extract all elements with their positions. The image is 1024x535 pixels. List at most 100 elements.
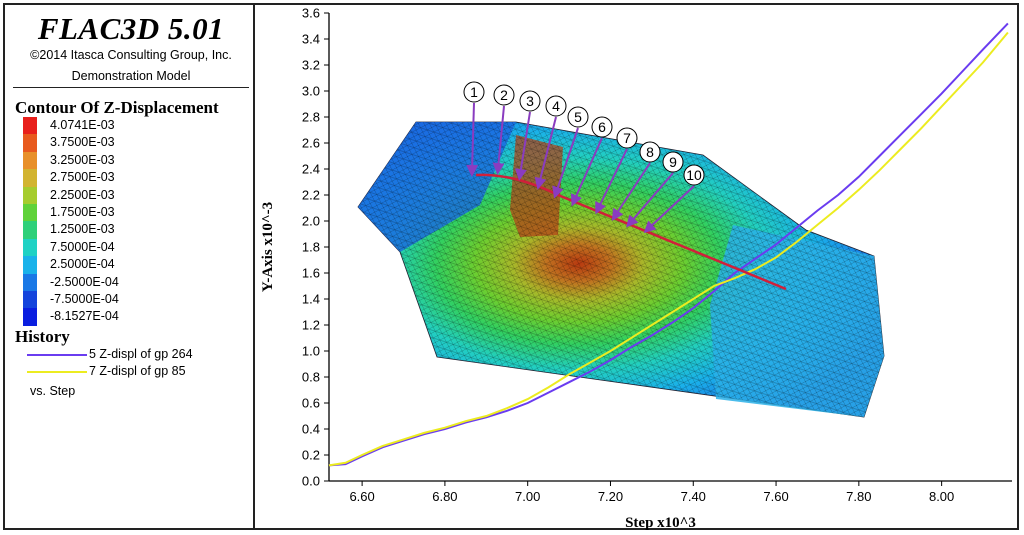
contour-legend-row: 3.7500E-03 <box>23 134 249 152</box>
figure-frame <box>3 3 1019 530</box>
y-tick-label: 1.6 <box>302 266 320 281</box>
legend-separator <box>13 87 249 88</box>
callout-label: 1 <box>470 84 478 100</box>
history-title: History <box>15 327 70 346</box>
section-callouts: 1 2 3 456 789 10 <box>463 81 787 291</box>
contour-color-swatch <box>23 238 37 257</box>
y-tick-label: 0.4 <box>302 422 320 437</box>
callout-circle <box>683 164 705 186</box>
y-tick-label: 1.0 <box>302 344 320 359</box>
contour-legend-row: -7.5000E-04 <box>23 291 249 309</box>
y-tick-label: 3.0 <box>302 84 320 99</box>
y-tick-label: 0.6 <box>302 396 320 411</box>
contour-legend-row: 7.5000E-04 <box>23 238 249 257</box>
y-tick-label: 3.6 <box>302 6 320 21</box>
x-tick-label: 7.00 <box>515 489 540 504</box>
callout-label: 9 <box>669 154 677 170</box>
contour-level-label: 3.7500E-03 <box>50 135 115 150</box>
contour-level-label: 7.5000E-04 <box>50 239 115 254</box>
callout-circle <box>591 116 613 138</box>
contour-legend-row: 2.2500E-03 <box>23 186 249 204</box>
model-mesh <box>358 122 884 417</box>
history-vs-label: vs. Step <box>30 384 76 398</box>
callout-arrow <box>626 172 674 228</box>
callout-arrow <box>552 127 579 199</box>
chart-axes: 0.0 0.2 0.4 0.6 0.8 1.0 1.2 1.4 1.6 1.8 2.0 2.2 2.4 2… <box>260 6 1012 531</box>
contour-color-swatch <box>23 256 37 274</box>
callout-arrow <box>611 162 651 222</box>
contour-legend-row: -2.5000E-04 <box>23 273 249 291</box>
plot-area: 0.0 0.2 0.4 0.6 0.8 1.0 1.2 1.4 1.6 1.8 2.0 2.2 2.4 2… <box>258 5 1018 531</box>
callout-circle <box>545 95 567 117</box>
contour-level-label: 2.7500E-03 <box>50 170 115 185</box>
y-tick-label: 0.8 <box>302 370 320 385</box>
model-name: Demonstration Model <box>71 69 191 83</box>
y-tick-label: 1.8 <box>302 240 320 255</box>
y-tick-label: 2.8 <box>302 110 320 125</box>
callout-label: 6 <box>598 119 606 135</box>
contour-level-label: -7.5000E-04 <box>50 292 119 306</box>
callout-label: 8 <box>646 144 654 160</box>
contour-color-swatch <box>23 117 37 135</box>
contour-color-swatch <box>23 291 37 309</box>
callout-label: 10 <box>686 167 702 183</box>
contour-title: Contour Of Z-Displacement <box>15 98 219 117</box>
callout-arrow <box>643 185 695 234</box>
callout-circle <box>519 90 541 112</box>
contour-legend-row: -8.1527E-04 <box>23 308 249 326</box>
x-tick-label: 7.40 <box>681 489 706 504</box>
y-tick-label: 0.2 <box>302 448 320 463</box>
callout-circle <box>616 127 638 149</box>
contour-level-label: 4.0741E-03 <box>50 118 115 132</box>
contour-color-swatch <box>23 134 37 152</box>
callout-circle <box>493 84 515 106</box>
y-axis-title: Y-Axis x10^-3 <box>260 202 276 292</box>
contour-legend-row: 1.2500E-03 <box>23 221 249 239</box>
contour-color-swatch <box>23 186 37 204</box>
contour-color-swatch <box>23 221 37 239</box>
contour-color-swatch <box>23 169 37 187</box>
contour-legend-row: 2.5000E-04 <box>23 256 249 274</box>
callout-label: 7 <box>623 130 631 146</box>
callout-arrow <box>570 137 603 207</box>
callout-label: 5 <box>574 109 582 125</box>
callout-circle <box>463 81 485 103</box>
callout-circle <box>662 151 684 173</box>
contour-color-swatch <box>23 204 37 222</box>
callout-arrow <box>595 148 628 215</box>
callout-label: 3 <box>526 93 534 109</box>
y-tick-label: 2.4 <box>302 162 320 177</box>
x-tick-label: 7.60 <box>763 489 788 504</box>
contour-legend-row: 4.0741E-03 <box>23 117 249 135</box>
contour-level-label: -2.5000E-04 <box>50 274 119 289</box>
series-line-2 <box>328 31 1009 467</box>
history-chart: 0.0 0.2 0.4 0.6 0.8 1.0 1.2 1.4 1.6 1.8 2.0 2.2 2.4 2… <box>260 6 1012 531</box>
x-tick-label: 7.80 <box>846 489 871 504</box>
y-tick-label: 3.4 <box>302 32 320 47</box>
history-entry-2: 7 Z-displ of gp 85 <box>27 363 249 379</box>
history-label-1: 5 Z-displ of gp 264 <box>89 347 193 361</box>
callout-arrow <box>515 111 531 181</box>
contour-legend-row: 1.7500E-03 <box>23 204 249 222</box>
callout-arrow <box>492 105 505 175</box>
x-tick-label: 6.80 <box>432 489 457 504</box>
series-line-1 <box>328 22 1009 467</box>
x-tick-label: 7.20 <box>598 489 623 504</box>
x-tick-label: 6.60 <box>349 489 374 504</box>
legend-panel: FLAC3D 5.01 ©2014 Itasca Consulting Grou… <box>5 5 255 528</box>
app-title: FLAC3D 5.01 <box>37 11 225 46</box>
y-tick-label: 3.2 <box>302 58 320 73</box>
contour-level-label: 1.7500E-03 <box>50 205 115 219</box>
copyright-text: ©2014 Itasca Consulting Group, Inc. <box>30 48 232 62</box>
contour-color-swatch <box>23 273 37 291</box>
chart-series <box>328 22 1009 467</box>
contour-legend-row: 3.2500E-03 <box>23 151 249 170</box>
y-tick-label: 2.0 <box>302 214 320 229</box>
history-line-swatch-1 <box>27 354 87 356</box>
contour-level-label: 2.5000E-04 <box>50 257 115 272</box>
history-line-swatch-2 <box>27 371 87 373</box>
callout-label: 2 <box>500 87 508 103</box>
contour-level-label: 3.2500E-03 <box>50 152 115 167</box>
contour-level-label: 2.2500E-03 <box>50 187 115 202</box>
y-tick-label: 1.2 <box>302 318 320 333</box>
